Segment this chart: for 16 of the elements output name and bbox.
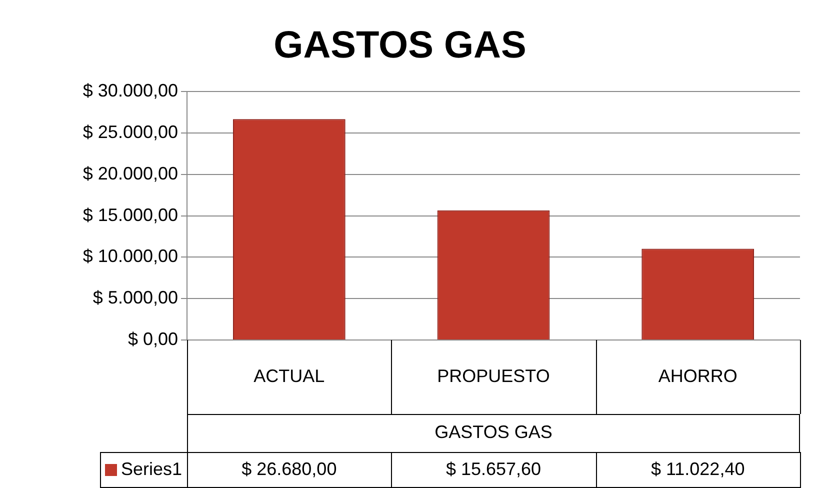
data-label: $ 11.022,40 [650,458,745,479]
legend-label: Series1 [121,458,182,479]
x-tick-label: PROPUESTO [437,366,550,386]
y-tick-label: $ 5.000,00 [92,288,178,308]
chart-title: GASTOS GAS [274,24,526,66]
x-axis-title: GASTOS GAS [434,422,552,442]
y-tick-label: $ 25.000,00 [82,122,178,142]
y-tick-label: $ 20.000,00 [82,163,178,184]
y-tick-label: $ 0,00 [128,328,178,349]
y-tick-label: $ 30.000,00 [82,80,178,101]
x-tick-label: AHORRO [658,366,738,386]
data-label: $ 15.657,60 [446,458,542,479]
data-label: $ 26.680,00 [242,458,337,479]
x-tick-label: ACTUAL [254,366,325,386]
y-tick-label: $ 15.000,00 [82,204,178,225]
y-tick-label: $ 10.000,00 [82,246,178,266]
